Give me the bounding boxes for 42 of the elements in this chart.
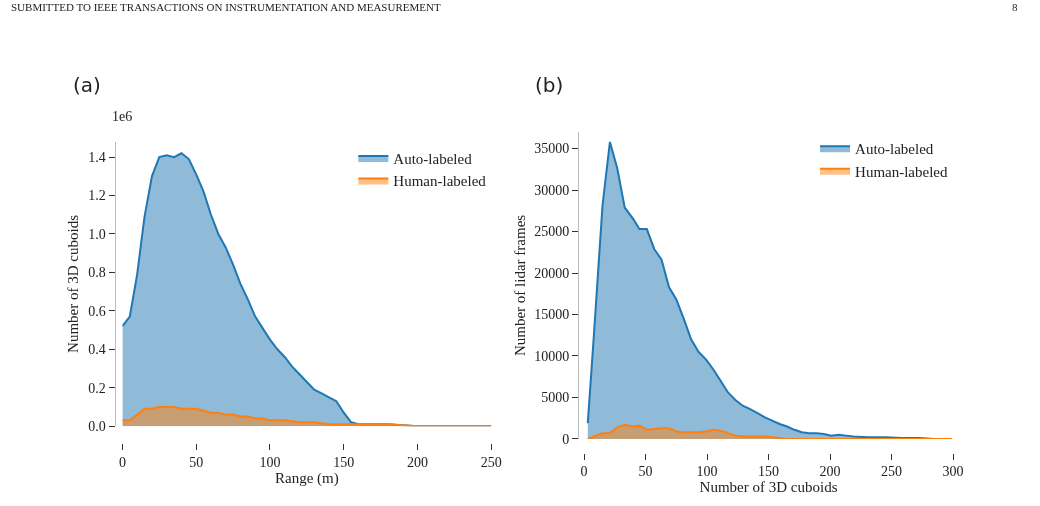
y-axis-title: Number of lidar frames — [511, 214, 528, 357]
y-tick-label: 1.0 — [88, 226, 106, 242]
legend-label: Auto-labeled — [393, 150, 473, 167]
text: 1e6 — [112, 109, 133, 124]
legend-label: Human-labeled — [393, 173, 487, 190]
x-tick-label: 200 — [819, 464, 841, 480]
x-axis-title: Range (m) — [275, 469, 339, 487]
x-tick-label: 100 — [696, 464, 718, 480]
chart-title: (a) — [73, 73, 101, 97]
x-tick-label: 300 — [942, 464, 964, 480]
y-tick-label: 35000 — [534, 141, 570, 157]
x-tick-label: 0 — [118, 454, 126, 470]
x-tick-label: 150 — [333, 454, 355, 470]
y-tick-label: 0.4 — [88, 342, 106, 358]
x-tick-label: 250 — [480, 454, 502, 470]
x-tick-label: 200 — [407, 454, 429, 470]
y-tick-label: 10000 — [534, 348, 570, 364]
x-axis-title: Number of 3D cuboids — [699, 479, 838, 496]
y-tick-label: 30000 — [534, 182, 570, 198]
y-tick-label: 1.2 — [88, 188, 106, 204]
x-tick-label: 150 — [758, 464, 780, 480]
text: 8 — [1012, 1, 1018, 13]
y-axis-title: Number of 3D cuboids — [65, 214, 82, 353]
y-tick-label: 15000 — [534, 307, 570, 323]
y-tick-label: 1.4 — [88, 150, 106, 165]
y-tick-label: 0.2 — [88, 380, 106, 396]
y-tick-label: 20000 — [534, 265, 570, 281]
x-tick-label: 50 — [638, 464, 653, 480]
x-tick-label: 250 — [881, 464, 903, 480]
x-tick-label: 0 — [580, 464, 588, 480]
y-tick-label: 0 — [562, 431, 570, 447]
chart-title: (b) — [535, 73, 564, 97]
text: SUBMITTED TO IEEE TRANSACTIONS ON INSTRUMENTATION AND MEASUREMENT — [11, 1, 441, 13]
x-tick-label: 50 — [189, 454, 204, 470]
y-tick-label: 5000 — [541, 390, 570, 406]
y-tick-label: 0.0 — [88, 419, 106, 435]
legend-label: Auto-labeled — [855, 141, 934, 158]
y-tick-label: 25000 — [534, 224, 570, 240]
x-tick-label: 100 — [259, 454, 281, 470]
y-tick-label: 0.8 — [88, 265, 106, 281]
legend-label: Human-labeled — [855, 163, 949, 180]
y-tick-label: 0.6 — [88, 303, 106, 319]
